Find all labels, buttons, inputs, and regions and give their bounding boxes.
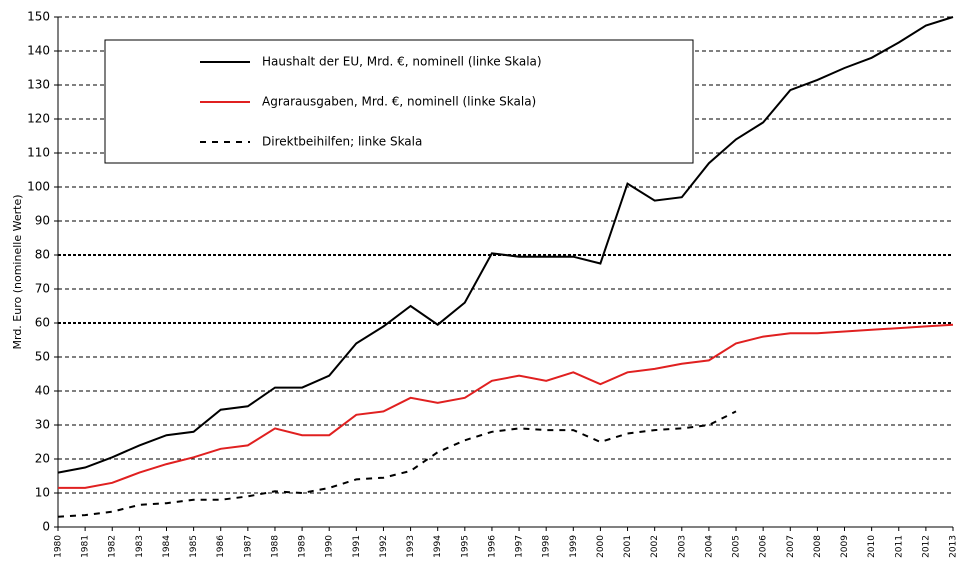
x-tick-label: 1988	[270, 535, 280, 558]
x-tick-label: 1987	[243, 535, 253, 558]
y-tick-label: 130	[27, 78, 50, 92]
x-tick-label: 2013	[949, 535, 956, 558]
x-tick-label: 1984	[162, 535, 172, 558]
x-tick-label: 1994	[433, 535, 443, 558]
x-tick-label: 2008	[813, 535, 823, 558]
x-tick-label: 1989	[298, 535, 308, 558]
x-tick-label: 1980	[54, 535, 64, 558]
x-tick-label: 1986	[216, 535, 226, 558]
legend-label: Haushalt der EU, Mrd. €, nominell (linke…	[262, 55, 542, 69]
y-tick-label: 120	[27, 112, 50, 126]
y-tick-label: 50	[35, 350, 50, 364]
legend-label: Direktbeihilfen; linke Skala	[262, 135, 422, 149]
x-tick-label: 2012	[921, 535, 931, 558]
series-line	[58, 323, 954, 489]
x-tick-label: 2003	[677, 535, 687, 558]
x-tick-label: 2010	[867, 535, 877, 558]
x-tick-label: 1991	[352, 535, 362, 558]
x-tick-label: 2011	[894, 535, 904, 558]
y-tick-label: 110	[27, 146, 50, 160]
y-tick-label: 20	[35, 452, 50, 466]
y-tick-label: 40	[35, 384, 50, 398]
x-tick-label: 1985	[189, 535, 199, 558]
x-tick-label: 1997	[515, 535, 525, 558]
y-tick-label: 10	[35, 486, 50, 500]
y-tick-label: 100	[27, 180, 50, 194]
x-tick-label: 1990	[325, 535, 335, 558]
x-tick-label: 1999	[569, 535, 579, 558]
x-tick-label: 1992	[379, 535, 389, 558]
x-tick-label: 2004	[704, 535, 714, 558]
y-axis-label: Mrd. Euro (nominelle Werte)	[11, 195, 24, 350]
x-tick-label: 2000	[596, 535, 606, 558]
y-tick-label: 30	[35, 418, 50, 432]
x-tick-label: 1982	[108, 535, 118, 558]
x-tick-label: 2001	[623, 535, 633, 558]
x-tick-label: 1995	[460, 535, 470, 558]
x-tick-label: 2009	[840, 535, 850, 558]
x-tick-label: 1983	[135, 535, 145, 558]
x-tick-label: 1996	[487, 535, 497, 558]
x-tick-label: 2002	[650, 535, 660, 558]
y-tick-label: 150	[27, 10, 50, 24]
series-line	[57, 16, 954, 474]
x-tick-label: 2005	[732, 535, 742, 558]
y-tick-label: 80	[35, 248, 50, 262]
x-tick-label: 1998	[542, 535, 552, 558]
y-tick-label: 60	[35, 316, 50, 330]
legend-label: Agrarausgaben, Mrd. €, nominell (linke S…	[262, 95, 536, 109]
y-tick-label: 140	[27, 44, 50, 58]
y-tick-label: 90	[35, 214, 50, 228]
y-tick-label: 70	[35, 282, 50, 296]
x-tick-label: 1981	[81, 535, 91, 558]
x-tick-label: 2007	[786, 535, 796, 558]
y-tick-label: 0	[42, 520, 50, 534]
x-tick-label: 1993	[406, 535, 416, 558]
series-line	[57, 410, 737, 518]
x-tick-label: 2006	[759, 535, 769, 558]
